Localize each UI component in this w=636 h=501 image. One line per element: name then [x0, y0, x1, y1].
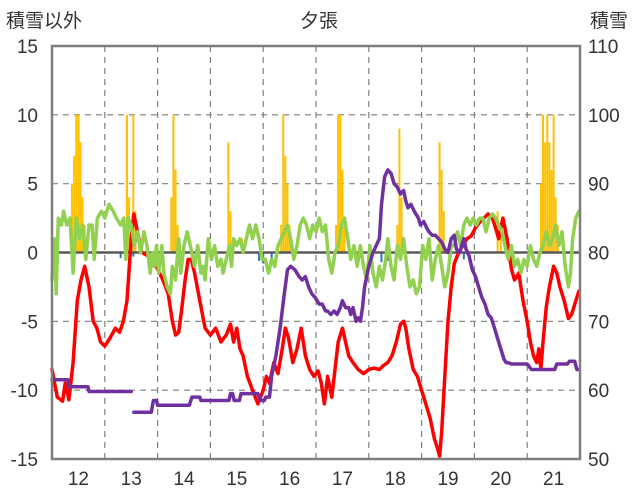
plot-border [50, 44, 582, 461]
right-tick-label: 100 [588, 106, 620, 127]
series-line [50, 378, 133, 394]
x-tick-label: 16 [279, 469, 300, 490]
left-tick-label: 0 [27, 244, 38, 265]
bar [134, 211, 137, 253]
x-tick-label: 15 [226, 469, 247, 490]
right-tick-label: 60 [588, 381, 609, 402]
bar [79, 142, 82, 253]
bar [170, 197, 173, 253]
bar [132, 252, 135, 257]
bar [462, 252, 465, 260]
x-tick-label: 18 [385, 469, 406, 490]
left-tick-label: -15 [11, 450, 38, 471]
x-tick-label: 19 [437, 469, 458, 490]
bar [386, 252, 389, 261]
bar [542, 114, 545, 253]
left-tick-label: 15 [17, 37, 38, 58]
x-tick-label: 14 [173, 469, 195, 490]
x-tick-label: 20 [490, 469, 511, 490]
bar [380, 252, 383, 263]
series-line [50, 202, 581, 296]
right-tick-label: 110 [588, 37, 618, 58]
plot-frame [50, 44, 582, 461]
bar [71, 183, 74, 253]
x-tick-label: 12 [68, 469, 89, 490]
bar [442, 211, 445, 253]
bar [438, 142, 441, 253]
bar [174, 169, 177, 253]
bar [227, 142, 230, 253]
bar [546, 114, 549, 253]
series-line [132, 168, 581, 414]
chart-title: 夕張 [300, 11, 339, 32]
bar [77, 114, 80, 253]
bar [132, 114, 135, 253]
bar [400, 197, 403, 253]
left-axis-title: 積雪以外 [6, 11, 83, 32]
bar [75, 114, 78, 253]
bar [284, 156, 287, 253]
bar [229, 211, 232, 253]
bar [552, 114, 555, 253]
bar [440, 169, 443, 253]
bar [499, 224, 502, 253]
bar [257, 252, 260, 261]
bar [337, 114, 340, 253]
series-line [50, 212, 581, 458]
right-tick-label: 50 [588, 450, 609, 471]
bar [396, 224, 399, 253]
bar [282, 114, 285, 253]
line-series [50, 168, 581, 458]
bar-series [71, 114, 559, 265]
bar [125, 114, 128, 253]
bar [550, 169, 553, 253]
bar [119, 252, 122, 259]
left-tick-label: 10 [17, 106, 38, 127]
bar [73, 156, 76, 253]
bar [548, 142, 551, 253]
bar [544, 142, 547, 253]
left-tick-label: -10 [11, 381, 38, 402]
right-tick-label: 80 [588, 244, 609, 265]
bar [172, 114, 175, 253]
bar [539, 183, 542, 253]
x-tick-label: 21 [543, 469, 564, 490]
right-axis-title: 積雪 [590, 11, 629, 32]
left-tick-label: 5 [27, 175, 38, 196]
x-tick-label: 17 [332, 469, 353, 490]
bar [339, 114, 342, 253]
bar [343, 224, 346, 253]
right-tick-label: 90 [588, 175, 609, 196]
bar [335, 224, 338, 253]
x-tick-label: 13 [121, 469, 142, 490]
bar [341, 169, 344, 253]
right-tick-label: 70 [588, 312, 609, 333]
bar [286, 183, 289, 253]
left-tick-label: -5 [21, 312, 38, 333]
bar [270, 252, 273, 260]
